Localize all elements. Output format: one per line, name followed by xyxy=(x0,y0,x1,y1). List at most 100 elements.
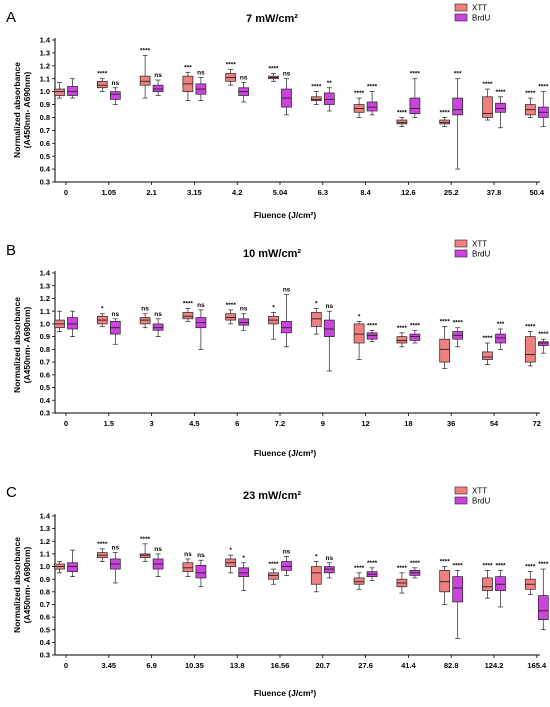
y-tick-label: 1.2 xyxy=(40,294,50,303)
y-tick-label: 1.0 xyxy=(40,562,50,571)
y-axis-title-line1: Normalized absorbance xyxy=(12,297,22,393)
x-tick-label: 16.56 xyxy=(271,661,290,670)
plot-area: 0.3 0.4 0.5 0.6 0.7 0.8 0.9 1.0 1.1 1.2 1.3 1.4 0 1.0… xyxy=(40,36,549,197)
box-brdu: **** xyxy=(537,84,549,127)
significance-label: ns xyxy=(112,545,120,552)
significance-label: * xyxy=(315,301,318,308)
y-tick-label: 0.5 xyxy=(40,625,50,634)
significance-label: **** xyxy=(538,561,549,568)
significance-label: *** xyxy=(184,64,192,71)
y-tick-label: 0.3 xyxy=(40,651,50,660)
y-axis-title-line2: (A450nm- A690nm) xyxy=(22,306,32,383)
box-brdu: *** xyxy=(452,71,464,170)
box-brdu: ns xyxy=(152,546,164,578)
y-tick-label: 0.7 xyxy=(40,600,50,609)
significance-label: **** xyxy=(440,109,451,116)
box-iqr xyxy=(96,80,108,89)
x-tick-label: 4.5 xyxy=(189,419,199,428)
box-iqr xyxy=(281,561,292,571)
significance-label: *** xyxy=(497,321,505,328)
box-iqr xyxy=(268,572,279,580)
y-tick-label: 0.4 xyxy=(40,396,51,405)
significance-label: **** xyxy=(354,90,365,97)
box-iqr xyxy=(152,323,164,331)
x-tick-label: 0 xyxy=(64,661,68,670)
box-xtt: **** xyxy=(524,324,536,367)
box-xtt: **** xyxy=(482,562,493,599)
y-tick-label: 1.1 xyxy=(40,307,50,316)
box-brdu: ns xyxy=(195,552,207,588)
significance-label: ns xyxy=(326,303,334,310)
significance-label: **** xyxy=(367,560,378,567)
significance-label: ns xyxy=(240,306,248,313)
significance-label: **** xyxy=(538,331,549,338)
x-tick-label: 18 xyxy=(404,419,412,428)
x-tick-label: 124.2 xyxy=(485,661,504,670)
box-brdu: ns xyxy=(109,311,121,345)
box-brdu: ns xyxy=(281,287,292,348)
significance-label: **** xyxy=(495,562,506,569)
box-xtt: **** xyxy=(225,302,236,325)
box-iqr xyxy=(524,336,536,363)
box-xtt: **** xyxy=(96,541,108,562)
box-iqr xyxy=(67,562,78,572)
significance-label: **** xyxy=(140,47,151,54)
significance-label: **** xyxy=(440,318,451,325)
y-tick-label: 1.2 xyxy=(40,61,50,70)
box-brdu: **** xyxy=(495,562,506,608)
x-tick-label: 1.5 xyxy=(104,419,114,428)
plot-area: 0.3 0.4 0.5 0.6 0.7 0.8 0.9 1.0 1.1 1.2 1.3 1.4 0 3.4… xyxy=(40,512,549,670)
box-brdu: **** xyxy=(537,331,549,354)
box-xtt: **** xyxy=(396,325,407,348)
significance-label: **** xyxy=(268,561,279,568)
box-iqr xyxy=(310,312,322,327)
box-xtt: * xyxy=(310,553,322,593)
box-iqr xyxy=(139,317,151,325)
significance-label: * xyxy=(272,304,275,311)
y-tick-label: 1.3 xyxy=(40,281,50,290)
significance-label: **** xyxy=(440,559,451,566)
significance-label: **** xyxy=(482,335,493,342)
significance-label: ns xyxy=(240,75,248,82)
x-tick-label: 36 xyxy=(447,419,455,428)
x-tick-label: 13.8 xyxy=(230,661,245,670)
significance-label: * xyxy=(242,555,245,562)
legend: XTT BrdU xyxy=(454,240,490,259)
y-tick-label: 1.1 xyxy=(40,550,50,559)
x-tick-label: 3.15 xyxy=(187,188,202,197)
legend-label-xtt: XTT xyxy=(472,487,487,496)
legend-label-brdu: BrdU xyxy=(472,14,490,23)
significance-label: ns xyxy=(283,71,291,78)
x-tick-label: 0 xyxy=(64,188,68,197)
x-tick-label: 8.4 xyxy=(360,188,371,197)
box-iqr xyxy=(182,312,194,320)
significance-label: **** xyxy=(525,90,536,97)
box-iqr xyxy=(323,319,335,337)
significance-label: **** xyxy=(183,301,194,308)
box-xtt xyxy=(54,310,65,332)
box-iqr xyxy=(366,101,378,112)
box-brdu: **** xyxy=(452,562,464,639)
significance-label: **** xyxy=(397,109,408,116)
x-tick-label: 12 xyxy=(361,419,369,428)
significance-label: **** xyxy=(354,565,365,572)
significance-label: **** xyxy=(495,89,506,96)
legend-swatch-brdu xyxy=(454,13,468,22)
significance-label: * xyxy=(101,306,104,313)
significance-label: ns xyxy=(184,551,192,558)
box-xtt: ns xyxy=(139,306,151,329)
y-tick-label: 0.4 xyxy=(40,638,51,647)
significance-label: ns xyxy=(112,80,120,87)
box-xtt: * xyxy=(268,304,279,340)
box-xtt: **** xyxy=(524,564,536,595)
legend-label-brdu: BrdU xyxy=(472,497,490,506)
box-iqr xyxy=(537,341,549,346)
box-iqr xyxy=(409,97,421,114)
box-iqr xyxy=(396,119,408,125)
box-brdu xyxy=(67,310,78,337)
box-iqr xyxy=(452,576,464,603)
box-iqr xyxy=(495,102,506,113)
box-iqr xyxy=(281,321,292,334)
y-tick-label: 0.6 xyxy=(40,613,50,622)
